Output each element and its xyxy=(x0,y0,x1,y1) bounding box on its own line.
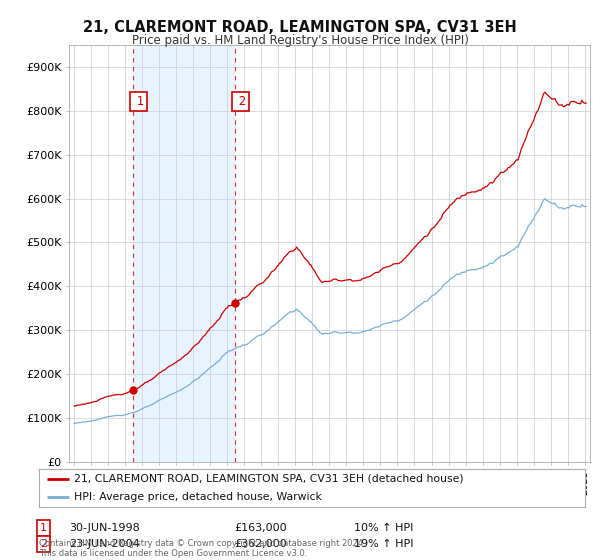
Text: 21, CLAREMONT ROAD, LEAMINGTON SPA, CV31 3EH: 21, CLAREMONT ROAD, LEAMINGTON SPA, CV31… xyxy=(83,20,517,35)
Text: 1: 1 xyxy=(40,523,47,533)
Text: 10% ↑ HPI: 10% ↑ HPI xyxy=(354,523,413,533)
Text: 23-JUN-2004: 23-JUN-2004 xyxy=(69,539,140,549)
Text: 2: 2 xyxy=(40,539,47,549)
Text: Contains HM Land Registry data © Crown copyright and database right 2024.
This d: Contains HM Land Registry data © Crown c… xyxy=(39,539,365,558)
Text: 21, CLAREMONT ROAD, LEAMINGTON SPA, CV31 3EH (detached house): 21, CLAREMONT ROAD, LEAMINGTON SPA, CV31… xyxy=(74,474,464,484)
Text: Price paid vs. HM Land Registry's House Price Index (HPI): Price paid vs. HM Land Registry's House … xyxy=(131,34,469,46)
Text: £362,000: £362,000 xyxy=(234,539,287,549)
Text: 2: 2 xyxy=(235,95,247,109)
Text: 19% ↑ HPI: 19% ↑ HPI xyxy=(354,539,413,549)
Text: £163,000: £163,000 xyxy=(234,523,287,533)
Text: HPI: Average price, detached house, Warwick: HPI: Average price, detached house, Warw… xyxy=(74,492,322,502)
Text: 1: 1 xyxy=(133,95,144,109)
Text: 30-JUN-1998: 30-JUN-1998 xyxy=(69,523,140,533)
Bar xyxy=(133,45,235,462)
